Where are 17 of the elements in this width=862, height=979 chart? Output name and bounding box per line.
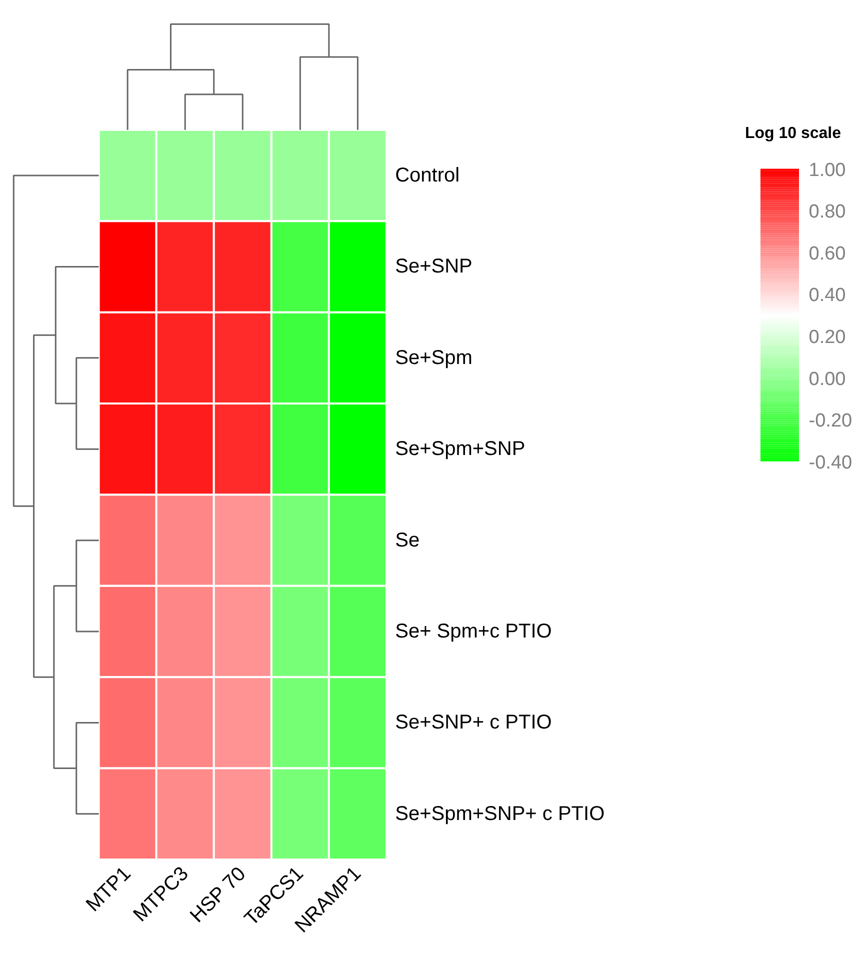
color-bar-label: 0.80 [808, 202, 846, 223]
color-bar-label: 0.60 [808, 243, 846, 264]
y-tick-label: Se+SNP [395, 256, 472, 278]
color-bar-label: 0.40 [808, 285, 846, 306]
y-tick-label: Se+SNP+ c PTIO [395, 712, 552, 734]
y-tick-label: Se+Spm [395, 346, 472, 369]
color-bar-label: 1.00 [808, 160, 846, 181]
color-bar-label: 0.00 [808, 368, 846, 390]
color-bar-label: -0.20 [808, 410, 852, 432]
color-bar-label: -0.40 [808, 452, 852, 474]
y-tick-label: Se [395, 529, 420, 552]
color-bar-label: 0.20 [808, 327, 846, 348]
y-tick-label: Control [395, 164, 460, 187]
color-bar-title: Log 10 scale [744, 125, 842, 142]
y-tick-label: Se+Spm+SNP [395, 438, 526, 460]
y-tick-label: Se+Spm+SNP+ c PTIO [395, 802, 605, 825]
y-tick-label: Se+ Spm+c PTIO [395, 620, 552, 643]
